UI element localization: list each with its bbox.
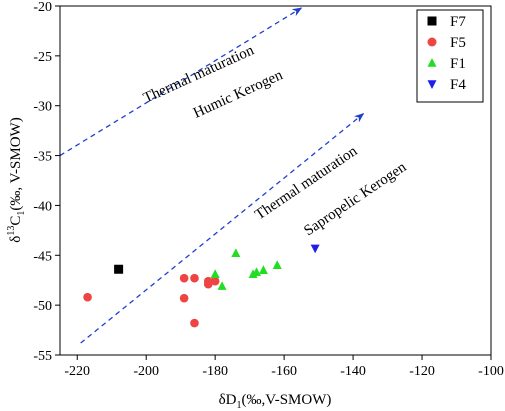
y-tick-label: -50 — [33, 299, 52, 314]
legend-marker-f5 — [427, 37, 437, 47]
plot-area — [59, 7, 365, 344]
y-tick-label: -55 — [33, 349, 52, 364]
data-point-f5 — [210, 276, 220, 286]
plot-frame — [59, 5, 492, 356]
data-point-f1 — [252, 267, 262, 276]
x-tick-label: -140 — [340, 364, 366, 379]
x-tick-label: -220 — [64, 364, 90, 379]
x-tick-label: -120 — [409, 364, 435, 379]
x-tick-label: -160 — [271, 364, 297, 379]
y-tick-label: -45 — [33, 249, 52, 264]
y-tick-label: -30 — [33, 100, 52, 115]
x-tick-label: -100 — [478, 364, 504, 379]
data-point-f5 — [179, 273, 189, 283]
data-point-f1 — [231, 248, 241, 258]
data-point-f5 — [83, 292, 92, 302]
y-tick-label: -20 — [33, 0, 52, 15]
data-point-f7 — [114, 264, 124, 274]
y-axis-label: δ13C1(‰, V-SMOW) — [6, 117, 27, 242]
x-axis: -220 -200 -180 -160 -140 -120 -100 — [64, 355, 504, 379]
y-tick-label: -40 — [33, 199, 52, 214]
x-tick-label: -200 — [133, 364, 159, 379]
y-tick-label: -35 — [33, 150, 52, 165]
legend-marker-f1 — [427, 58, 437, 67]
data-point-f5 — [190, 273, 199, 283]
legend-label-f7: F7 — [450, 14, 466, 30]
data-point-f1 — [210, 269, 220, 278]
x-tick-label: -180 — [202, 364, 228, 379]
data-point-f1 — [272, 260, 282, 269]
data-point-f5 — [203, 279, 213, 289]
data-point-f1 — [217, 281, 227, 290]
legend-label-f1: F1 — [450, 56, 466, 72]
y-axis: -20 -25 -30 -35 -40 -45 -50 -55 — [33, 0, 60, 364]
trend-line-sapropelic — [80, 113, 365, 344]
legend-marker-f7 — [427, 16, 437, 26]
legend: F7 F5 F1 F4 — [416, 9, 484, 103]
x-axis-label: δD1(‰,V-SMOW) — [219, 392, 332, 411]
legend-label-f4: F4 — [450, 77, 466, 93]
data-point-f5 — [179, 293, 189, 303]
data-point-f4 — [310, 244, 320, 254]
legend-label-f5: F5 — [450, 35, 466, 51]
data-point-f1 — [258, 265, 268, 274]
y-tick-label: -25 — [33, 50, 52, 65]
legend-marker-f4 — [427, 80, 437, 89]
trend-line-humic — [59, 7, 303, 157]
data-point-f5 — [190, 318, 199, 328]
